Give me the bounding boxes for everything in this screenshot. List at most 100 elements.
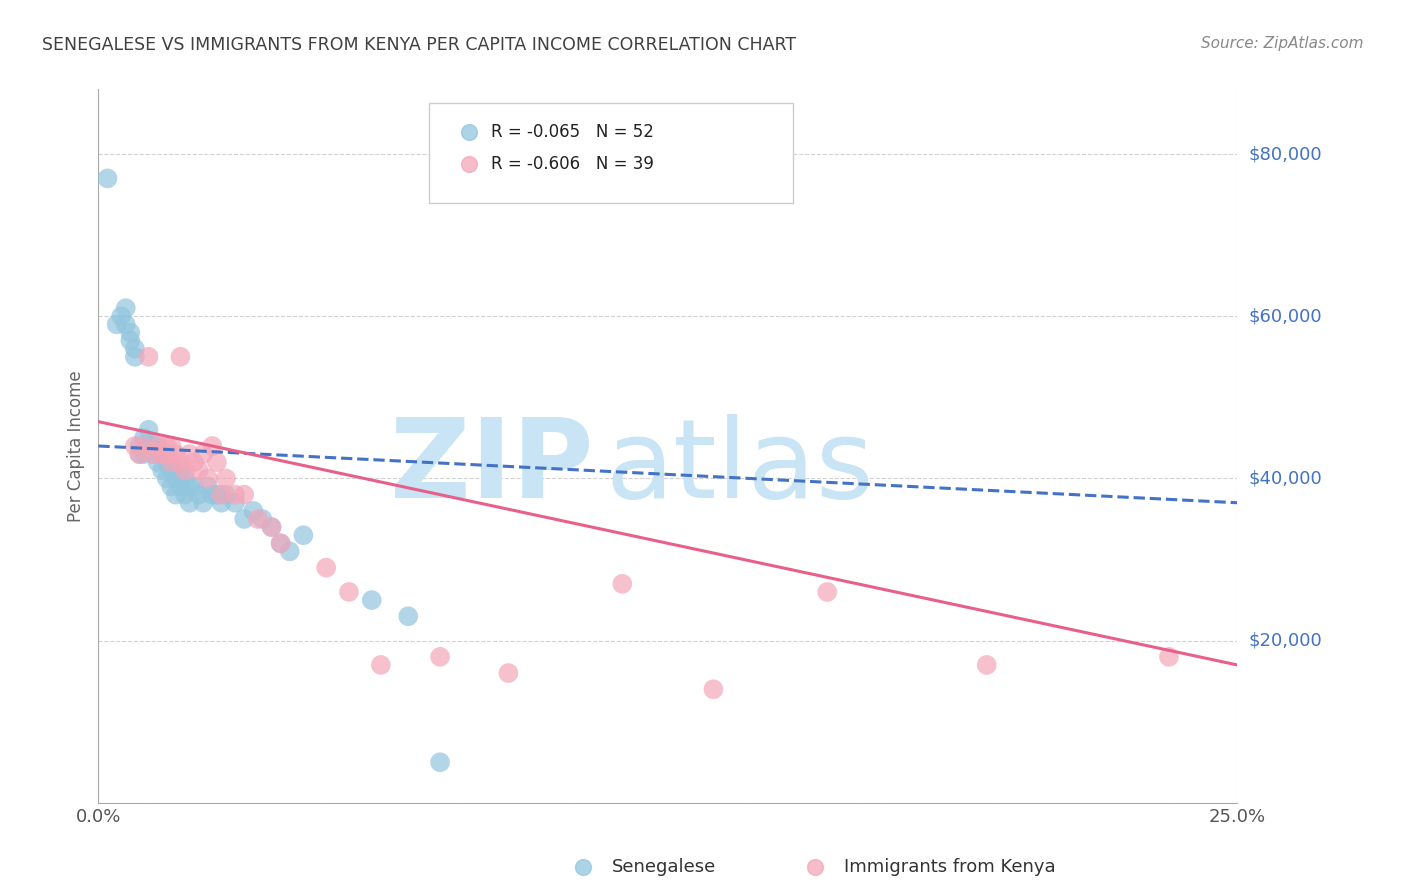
Point (396, 609, 419, 624)
Point (292, 528, 315, 542)
Point (146, 455, 169, 469)
Point (201, 439, 224, 453)
Point (209, 488, 232, 502)
Point (1157, 649, 1180, 664)
Point (429, 756, 451, 770)
Point (205, 455, 228, 469)
Text: R = -0.606   N = 39: R = -0.606 N = 39 (491, 155, 654, 173)
Point (260, 520, 283, 534)
Text: R = -0.065   N = 52: R = -0.065 N = 52 (491, 123, 654, 141)
Point (169, 463, 191, 477)
Point (246, 512, 269, 526)
Point (804, 860, 827, 874)
Text: $60,000: $60,000 (1249, 307, 1322, 326)
Point (146, 439, 169, 453)
Point (160, 463, 183, 477)
Text: $40,000: $40,000 (1249, 469, 1322, 487)
Point (132, 439, 155, 453)
Point (187, 488, 209, 502)
Point (110, 310, 132, 324)
Point (174, 471, 197, 485)
Point (169, 350, 191, 364)
Point (142, 439, 165, 453)
Point (160, 455, 183, 469)
Point (174, 488, 197, 502)
Text: $80,000: $80,000 (1249, 145, 1322, 163)
Point (224, 496, 246, 510)
Point (242, 504, 264, 518)
Point (233, 512, 256, 526)
Point (270, 536, 292, 550)
Text: atlas: atlas (605, 414, 873, 521)
Point (165, 447, 187, 461)
Point (315, 560, 337, 574)
FancyBboxPatch shape (429, 103, 793, 203)
Point (498, 666, 520, 681)
Point (572, 860, 595, 874)
Point (146, 439, 169, 453)
Point (150, 447, 173, 461)
Point (169, 479, 191, 493)
Point (429, 649, 451, 664)
Point (360, 593, 382, 607)
Point (179, 447, 201, 461)
Point (337, 585, 360, 599)
Point (197, 479, 219, 493)
Point (197, 471, 219, 485)
Point (128, 447, 150, 461)
Point (132, 447, 155, 461)
Point (215, 471, 238, 485)
Point (252, 512, 274, 526)
Point (120, 326, 142, 340)
Point (179, 479, 201, 493)
Point (142, 447, 165, 461)
Point (976, 657, 998, 672)
Point (124, 439, 146, 453)
Text: SENEGALESE VS IMMIGRANTS FROM KENYA PER CAPITA INCOME CORRELATION CHART: SENEGALESE VS IMMIGRANTS FROM KENYA PER … (42, 36, 796, 54)
Point (201, 488, 224, 502)
Point (165, 471, 187, 485)
Point (96, 171, 118, 186)
Text: Immigrants from Kenya: Immigrants from Kenya (844, 858, 1056, 876)
Point (160, 439, 183, 453)
Point (160, 479, 183, 493)
Point (156, 455, 179, 469)
Point (370, 657, 392, 672)
Point (278, 544, 301, 558)
Point (138, 423, 160, 437)
Point (179, 496, 201, 510)
Point (128, 447, 150, 461)
Point (105, 318, 128, 332)
Point (702, 682, 724, 697)
Point (233, 488, 256, 502)
Point (260, 520, 283, 534)
Point (156, 447, 179, 461)
Point (183, 455, 205, 469)
Point (165, 488, 187, 502)
Point (150, 463, 173, 477)
Point (156, 439, 179, 453)
Point (612, 577, 634, 591)
Text: Source: ZipAtlas.com: Source: ZipAtlas.com (1201, 36, 1364, 51)
Point (138, 439, 160, 453)
Y-axis label: Per Capita Income: Per Capita Income (67, 370, 86, 522)
Point (169, 455, 191, 469)
Point (132, 431, 155, 445)
Point (150, 447, 173, 461)
Point (270, 536, 292, 550)
Point (156, 471, 179, 485)
Text: Senegalese: Senegalese (612, 858, 716, 876)
Point (209, 496, 232, 510)
Point (124, 342, 146, 356)
Point (187, 463, 209, 477)
Point (193, 447, 215, 461)
Point (142, 447, 165, 461)
Point (193, 496, 215, 510)
Point (815, 585, 838, 599)
Point (205, 488, 228, 502)
Point (174, 463, 197, 477)
Point (215, 488, 238, 502)
Text: $20,000: $20,000 (1249, 632, 1322, 649)
Text: ZIP: ZIP (391, 414, 593, 521)
Point (114, 301, 136, 315)
